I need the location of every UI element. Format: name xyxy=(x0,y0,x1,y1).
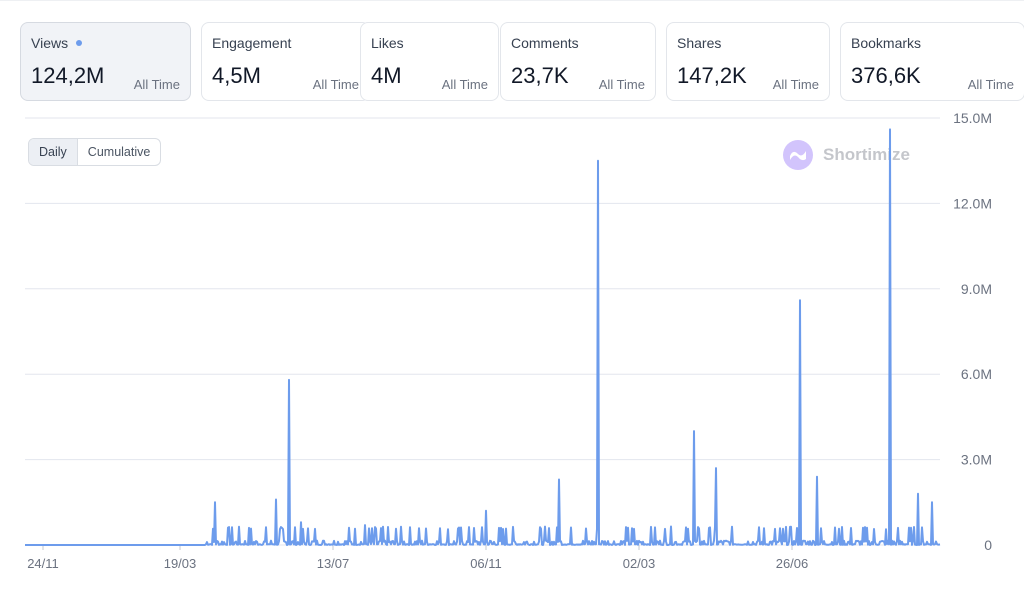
toggle-daily[interactable]: Daily xyxy=(29,139,78,165)
metric-value: 376,6K xyxy=(851,63,921,88)
metric-period: All Time xyxy=(598,77,645,92)
metric-period: All Time xyxy=(772,77,819,92)
chart-svg: 15.0M 12.0M 9.0M 6.0M 3.0M 0 24/11 19/03 13/07 06… xyxy=(25,110,992,571)
metric-label-text: Shares xyxy=(677,35,722,51)
metric-label-text: Likes xyxy=(371,35,404,51)
metric-label-text: Comments xyxy=(511,35,579,51)
top-divider xyxy=(0,0,1024,1)
x-tick-label: 26/06 xyxy=(776,556,809,571)
active-dot-icon xyxy=(76,40,83,46)
y-tick-label: 6.0M xyxy=(961,366,992,382)
x-tick-label: 19/03 xyxy=(164,556,197,571)
views-series-line xyxy=(25,128,941,546)
x-tick-label: 02/03 xyxy=(623,556,656,571)
metric-period: All Time xyxy=(441,77,488,92)
y-tick-label: 12.0M xyxy=(953,195,992,211)
metric-label: Shares xyxy=(677,35,721,51)
metric-label: Views xyxy=(31,35,83,51)
metric-label: Engagement xyxy=(212,35,291,51)
views-chart: 15.0M 12.0M 9.0M 6.0M 3.0M 0 24/11 19/03 13/07 06… xyxy=(0,108,1024,596)
metric-card-engagement[interactable]: Engagement 4,5M All Time xyxy=(201,22,370,101)
metric-card-shares[interactable]: Shares 147,2K All Time xyxy=(666,22,830,101)
metric-period: All Time xyxy=(312,77,359,92)
y-tick-label: 9.0M xyxy=(961,281,992,297)
metric-value: 147,2K xyxy=(677,63,747,88)
metric-value: 23,7K xyxy=(511,63,569,88)
metric-value: 4M xyxy=(371,63,402,88)
metric-label-text: Bookmarks xyxy=(851,35,922,51)
y-tick-label: 0 xyxy=(984,537,992,553)
metric-label: Likes xyxy=(371,35,404,51)
x-tick-label: 06/11 xyxy=(470,556,502,571)
metric-period: All Time xyxy=(133,77,180,92)
metric-value: 4,5M xyxy=(212,63,261,88)
metric-period: All Time xyxy=(967,77,1014,92)
view-mode-toggle[interactable]: Daily Cumulative xyxy=(28,138,162,166)
metric-label: Bookmarks xyxy=(851,35,921,51)
x-tick-label: 13/07 xyxy=(317,556,350,571)
watermark-text: Shortimize xyxy=(823,145,910,164)
metric-card-comments[interactable]: Comments 23,7K All Time xyxy=(500,22,656,101)
shortimize-logo-icon xyxy=(783,140,813,170)
y-tick-label: 15.0M xyxy=(953,110,992,126)
metric-value: 124,2M xyxy=(31,63,105,88)
metric-label: Comments xyxy=(511,35,579,51)
metric-card-likes[interactable]: Likes 4M All Time xyxy=(360,22,499,101)
metric-label-text: Engagement xyxy=(212,35,292,51)
watermark: Shortimize xyxy=(783,140,910,170)
metric-card-bookmarks[interactable]: Bookmarks 376,6K All Time xyxy=(840,22,1024,101)
y-tick-label: 3.0M xyxy=(961,452,992,468)
toggle-cumulative[interactable]: Cumulative xyxy=(87,145,151,159)
metric-label-text: Views xyxy=(31,35,69,51)
metric-card-views[interactable]: Views 124,2M All Time xyxy=(20,22,191,101)
x-tick-label: 24/11 xyxy=(27,556,59,571)
